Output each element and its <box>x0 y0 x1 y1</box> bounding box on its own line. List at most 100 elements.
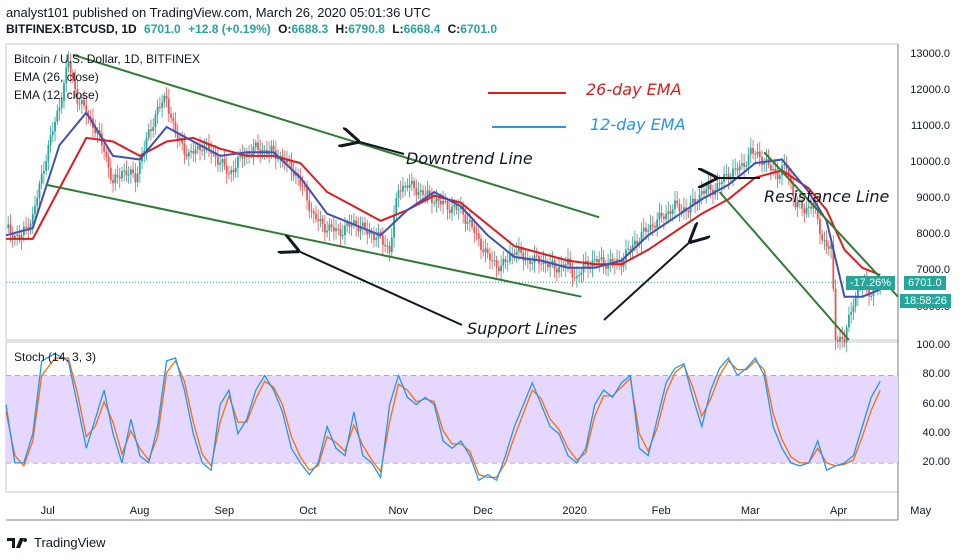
candle-body <box>741 163 743 166</box>
candle-body <box>428 190 431 195</box>
candle-body <box>827 246 830 249</box>
candle-body <box>526 259 529 261</box>
candle-body <box>607 262 609 269</box>
candle-body <box>310 210 313 212</box>
candle-body <box>611 259 614 264</box>
candle-body <box>408 184 411 188</box>
candle-body <box>698 194 701 203</box>
candle-body <box>852 306 855 312</box>
candle-body <box>388 245 391 253</box>
candle-body <box>344 225 346 236</box>
candle-body <box>410 180 413 185</box>
candle-body <box>580 272 583 275</box>
candle-body <box>569 258 572 267</box>
candle-body <box>495 260 498 268</box>
candle-body <box>631 244 634 251</box>
candle-body <box>703 190 705 194</box>
x-tick-label: Feb <box>651 505 671 517</box>
candle-body <box>636 240 638 245</box>
ema12-line <box>5 110 881 298</box>
candle-body <box>647 229 650 232</box>
ema12-legend: EMA (12, close) <box>14 88 99 102</box>
candle-body <box>473 226 476 233</box>
candle-body <box>705 189 708 194</box>
candle-body <box>573 277 576 279</box>
publish-info: analyst101 published on TradingView.com,… <box>6 5 431 20</box>
candle-body <box>642 227 645 232</box>
candle-body <box>455 204 458 210</box>
high-label: H: <box>335 22 349 36</box>
candle-body <box>54 121 56 132</box>
candle-body <box>63 83 65 101</box>
candle-body <box>234 167 237 173</box>
candle-body <box>395 198 398 215</box>
candle-body <box>756 151 759 155</box>
candle-body <box>765 158 768 163</box>
candle-body <box>627 248 630 250</box>
candle-body <box>489 253 491 261</box>
candle-body <box>301 185 304 187</box>
price-tick-label: 9000.0 <box>916 192 950 205</box>
annotation-arrow <box>296 250 463 326</box>
candle-body <box>179 137 181 139</box>
trend-line <box>45 183 582 298</box>
candle-body <box>522 252 525 261</box>
candle-body <box>165 95 168 99</box>
candle-body <box>129 169 132 175</box>
candle-body <box>346 222 349 226</box>
candle-body <box>286 158 288 163</box>
annotation-arrow <box>356 141 405 155</box>
candle-body <box>208 143 210 151</box>
candle-body <box>491 260 494 262</box>
candle-body <box>841 336 844 339</box>
candle-body <box>803 208 806 214</box>
candle-body <box>138 161 141 174</box>
low-label: L: <box>392 22 404 36</box>
stoch-k-line <box>5 352 881 482</box>
candle-body <box>778 175 781 179</box>
candle-body <box>402 185 404 192</box>
candle-body <box>807 206 810 208</box>
candle-body <box>502 259 505 266</box>
candle-body <box>121 171 123 179</box>
candle-body <box>225 165 228 174</box>
stoch-d-line <box>5 357 881 479</box>
price-tick-label: 8000.0 <box>916 228 950 241</box>
stoch-tick-label: 80.00 <box>922 368 950 381</box>
candle-body <box>720 181 723 185</box>
candle-body <box>252 146 255 155</box>
candle-body <box>763 162 766 165</box>
close-value: 6701.0 <box>460 22 497 36</box>
candle-body <box>25 226 27 228</box>
candle-body <box>18 234 21 241</box>
ema26-line <box>6 136 881 276</box>
candle-body <box>375 238 378 241</box>
footer[interactable]: TradingView <box>6 535 106 550</box>
candle-body <box>199 145 201 151</box>
candle-body <box>736 168 739 171</box>
candle-body <box>745 165 748 167</box>
candle-body <box>823 240 826 242</box>
candle-body <box>176 133 179 139</box>
candle-body <box>453 204 456 207</box>
price-tick-label: 11000.0 <box>911 120 950 133</box>
candle-body <box>16 234 19 236</box>
candle-body <box>471 219 473 227</box>
candle-body <box>464 214 467 224</box>
candle-body <box>486 248 489 254</box>
candle-body <box>477 233 480 239</box>
candle-body <box>433 203 436 205</box>
candle-body <box>78 103 81 105</box>
trend-line <box>763 151 899 298</box>
candle-body <box>141 156 143 162</box>
candle-body <box>270 145 273 152</box>
candle-body <box>328 224 331 231</box>
candle-body <box>364 222 366 230</box>
x-tick-label: Jul <box>40 505 55 517</box>
candle-body <box>691 198 694 203</box>
candle-body <box>727 174 730 180</box>
price-tag: 6701.0 <box>904 276 946 290</box>
candle-body <box>250 154 253 156</box>
candle-body <box>854 296 857 307</box>
